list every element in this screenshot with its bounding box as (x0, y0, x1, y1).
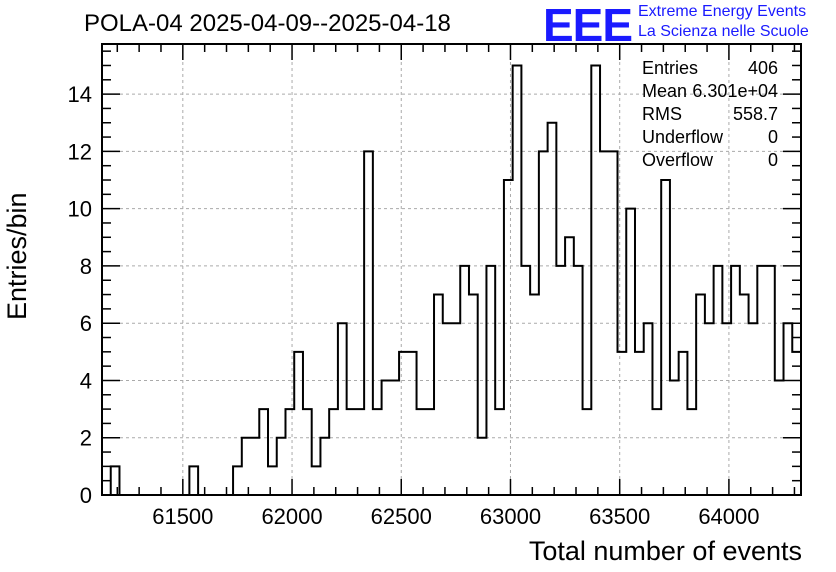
x-tick-label: 63500 (589, 504, 650, 529)
y-tick-label: 8 (80, 254, 92, 279)
stats-label: Underflow (642, 127, 724, 147)
x-tick-label: 63000 (480, 504, 541, 529)
x-tick-label: 62500 (371, 504, 432, 529)
x-tick-label: 62000 (261, 504, 322, 529)
stats-label: Entries (642, 58, 699, 78)
stats-row-overflow: Overflow 0 (640, 150, 780, 173)
stats-row-mean: Mean 6.301e+04 (640, 81, 780, 104)
eee-logo: EEE (543, 0, 633, 51)
stats-value: 0 (767, 127, 778, 147)
stats-row-underflow: Underflow 0 (640, 127, 780, 150)
x-tick-label: 64000 (698, 504, 759, 529)
stats-value: 0 (767, 150, 778, 170)
stats-box: Entries 406 Mean 6.301e+04 RMS 558.7 Und… (640, 58, 780, 173)
stats-value: 558.7 (732, 104, 778, 124)
y-tick-label: 14 (68, 82, 92, 107)
chart-title: POLA-04 2025-04-09--2025-04-18 (84, 10, 451, 37)
stats-row-entries: Entries 406 (640, 58, 780, 81)
stats-label: RMS (642, 104, 682, 124)
y-tick-label: 10 (68, 197, 92, 222)
histogram-outline (102, 64, 802, 496)
y-tick-label: 6 (80, 311, 92, 336)
logo-line-1: Extreme Energy Events (638, 3, 807, 20)
y-tick-label: 4 (80, 368, 92, 393)
stats-label: Mean (642, 81, 688, 101)
stats-label: Overflow (642, 150, 714, 170)
axis-ticks (102, 44, 801, 496)
x-axis-label: Total number of events (528, 536, 802, 566)
axis-tick-labels: 61500 62000 62500 63000 63500 64000 0 2 4 6 8 10 12 1… (68, 82, 760, 529)
stats-row-rms: RMS 558.7 (640, 104, 780, 127)
x-tick-label: 61500 (152, 504, 213, 529)
stats-value: 406 (747, 58, 778, 78)
y-tick-label: 2 (80, 426, 92, 451)
y-tick-label: 0 (80, 483, 92, 508)
y-axis-label: Entries/bin (2, 192, 32, 320)
logo-caption: Extreme Energy Events La Scienza nelle S… (638, 2, 809, 42)
y-tick-label: 12 (68, 139, 92, 164)
stats-value: 6.301e+04 (692, 81, 778, 101)
logo-line-2: La Scienza nelle Scuole (638, 23, 809, 40)
plot-frame (101, 43, 802, 496)
